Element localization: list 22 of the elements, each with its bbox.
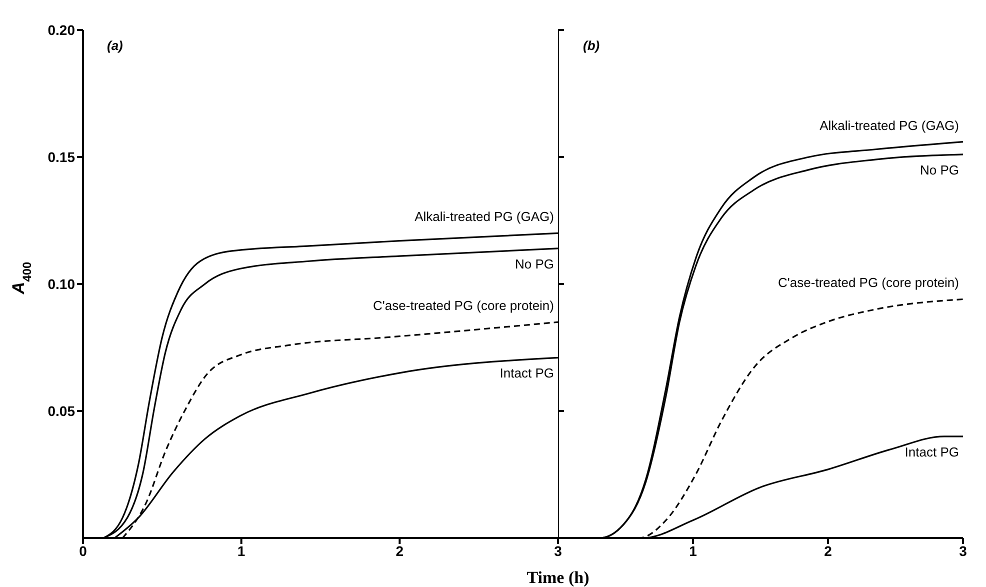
y-tick-label: 0.10 — [48, 276, 76, 292]
text: (b) — [583, 38, 600, 53]
x-tick-label: 0 — [79, 542, 88, 559]
y-tick-label: 0.05 — [48, 402, 76, 419]
series-label: C'ase-treated PG (core protein) — [373, 298, 554, 314]
x-tick-label: 3 — [959, 542, 968, 559]
series-label: Intact PG — [500, 366, 554, 381]
y-tick-label: 0.20 — [48, 22, 76, 38]
x-tick-label: 1 — [689, 542, 698, 559]
x-tick-label: 1 — [237, 542, 246, 559]
text: (a) — [107, 38, 123, 53]
x-tick-label: 3 — [554, 542, 562, 559]
series-label: No PG — [514, 256, 554, 272]
x-tick-label: 2 — [824, 542, 832, 559]
series-label: No PG — [920, 162, 959, 178]
series-label: Alkali-treated PG (GAG) — [414, 209, 554, 224]
y-tick-label: 0.15 — [48, 148, 76, 165]
x-tick-label: 2 — [396, 542, 404, 559]
series-label: Alkali-treated PG (GAG) — [820, 118, 959, 133]
series-label: C'ase-treated PG (core protein) — [778, 275, 959, 290]
series-label: Intact PG — [904, 444, 959, 460]
x-axis-title: Time (h) — [526, 568, 590, 587]
